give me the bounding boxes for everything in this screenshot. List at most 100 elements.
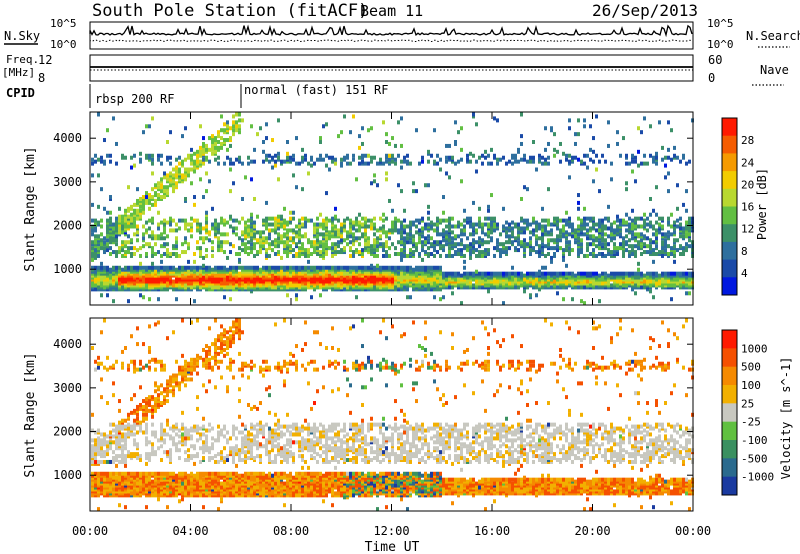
heatmap-cell bbox=[187, 173, 190, 178]
heatmap-cell bbox=[277, 151, 280, 156]
heatmap-cell bbox=[184, 265, 187, 270]
heatmap-cell bbox=[547, 281, 550, 286]
heatmap-cell bbox=[121, 456, 124, 461]
heatmap-cell bbox=[427, 216, 430, 221]
heatmap-cell bbox=[247, 246, 250, 251]
heatmap-cell bbox=[145, 426, 148, 431]
heatmap-cell bbox=[121, 214, 124, 219]
heatmap-cell bbox=[217, 140, 220, 145]
heatmap-cell bbox=[469, 252, 472, 257]
heatmap-cell bbox=[280, 269, 283, 274]
heatmap-cell bbox=[373, 179, 376, 184]
heatmap-cell bbox=[274, 224, 277, 229]
heatmap-cell bbox=[478, 253, 481, 258]
heatmap-cell bbox=[355, 177, 358, 182]
heatmap-cell bbox=[265, 122, 268, 127]
heatmap-cell bbox=[145, 283, 148, 288]
heatmap-cell bbox=[460, 126, 463, 131]
heatmap-cell bbox=[394, 252, 397, 257]
heatmap-cell bbox=[190, 167, 193, 172]
heatmap-cell bbox=[667, 189, 670, 194]
heatmap-cell bbox=[262, 159, 265, 164]
heatmap-cell bbox=[127, 450, 130, 455]
heatmap-cell bbox=[127, 426, 130, 431]
heatmap-cell bbox=[274, 159, 277, 164]
heatmap-cell bbox=[232, 181, 235, 186]
heatmap-cell bbox=[532, 228, 535, 233]
heatmap-cell bbox=[301, 187, 304, 192]
heatmap-cell bbox=[628, 161, 631, 166]
heatmap-cell bbox=[319, 244, 322, 249]
heatmap-cell bbox=[688, 238, 691, 243]
heatmap-cell bbox=[604, 238, 607, 243]
y-tick-label: 3000 bbox=[53, 175, 82, 189]
heatmap-cell bbox=[154, 198, 157, 203]
heatmap-cell bbox=[457, 248, 460, 253]
heatmap-cell bbox=[241, 216, 244, 221]
heatmap-cell bbox=[391, 228, 394, 233]
heatmap-cell bbox=[163, 222, 166, 227]
heatmap-cell bbox=[601, 271, 604, 276]
heatmap-cell bbox=[208, 159, 211, 164]
heatmap-cell bbox=[130, 265, 133, 270]
heatmap-cell bbox=[562, 151, 565, 156]
heatmap-cell bbox=[205, 228, 208, 233]
heatmap-cell bbox=[295, 224, 298, 229]
heatmap-cell bbox=[442, 228, 445, 233]
heatmap-cell bbox=[268, 216, 271, 221]
heatmap-cell bbox=[487, 153, 490, 158]
heatmap-cell bbox=[190, 181, 193, 186]
heatmap-cell bbox=[496, 161, 499, 166]
heatmap-cell bbox=[358, 155, 361, 160]
heatmap-cell bbox=[625, 228, 628, 233]
heatmap-cell bbox=[154, 269, 157, 274]
heatmap-cell bbox=[463, 224, 466, 229]
heatmap-cell bbox=[166, 265, 169, 270]
heatmap-cell bbox=[91, 246, 94, 251]
heatmap-cell bbox=[688, 216, 691, 221]
heatmap-cell bbox=[583, 124, 586, 129]
heatmap-cell bbox=[241, 118, 244, 123]
heatmap-cell bbox=[568, 153, 571, 158]
heatmap-cell bbox=[109, 422, 112, 427]
heatmap-cell bbox=[334, 250, 337, 255]
heatmap-cell bbox=[370, 155, 373, 160]
heatmap-cell bbox=[139, 261, 142, 266]
heatmap-cell bbox=[244, 175, 247, 180]
heatmap-cell bbox=[610, 232, 613, 237]
heatmap-cell bbox=[625, 187, 628, 192]
heatmap-cell bbox=[679, 252, 682, 257]
heatmap-cell bbox=[268, 232, 271, 237]
heatmap-cell bbox=[256, 265, 259, 270]
heatmap-cell bbox=[361, 222, 364, 227]
heatmap-cell bbox=[190, 216, 193, 221]
heatmap-cell bbox=[640, 252, 643, 257]
heatmap-cell bbox=[145, 363, 148, 368]
heatmap-cell bbox=[316, 238, 319, 243]
heatmap-cell bbox=[505, 240, 508, 245]
heatmap-cell bbox=[463, 259, 466, 264]
heatmap-cell bbox=[247, 240, 250, 245]
heatmap-cell bbox=[673, 283, 676, 288]
heatmap-cell bbox=[199, 230, 202, 235]
heatmap-cell bbox=[313, 230, 316, 235]
heatmap-cell bbox=[430, 153, 433, 158]
heatmap-cell bbox=[184, 283, 187, 288]
heatmap-cell bbox=[166, 248, 169, 253]
heatmap-cell bbox=[622, 236, 625, 241]
heatmap-cell bbox=[97, 234, 100, 239]
heatmap-cell bbox=[619, 271, 622, 276]
heatmap-cell bbox=[286, 240, 289, 245]
heatmap-cell bbox=[460, 252, 463, 257]
heatmap-cell bbox=[631, 218, 634, 223]
heatmap-cell bbox=[577, 193, 580, 198]
heatmap-cell bbox=[223, 128, 226, 133]
heatmap-cell bbox=[202, 136, 205, 141]
heatmap-cell bbox=[334, 265, 337, 270]
heatmap-cell bbox=[427, 183, 430, 188]
heatmap-cell bbox=[130, 155, 133, 160]
heatmap-cell bbox=[238, 130, 241, 135]
heatmap-cell bbox=[640, 130, 643, 135]
heatmap-cell bbox=[205, 265, 208, 270]
heatmap-cell bbox=[604, 253, 607, 258]
